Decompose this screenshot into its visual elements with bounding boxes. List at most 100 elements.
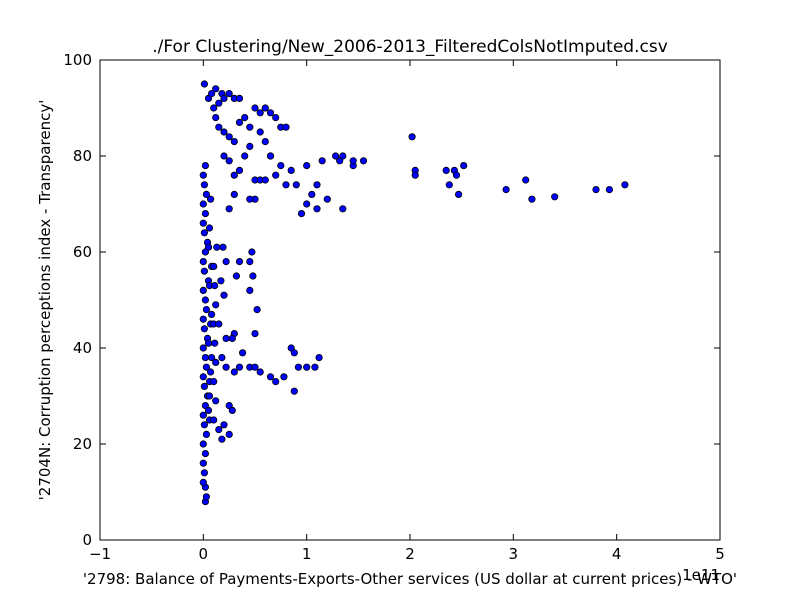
data-point <box>199 200 207 208</box>
data-point <box>202 305 210 314</box>
data-point <box>290 349 298 357</box>
data-point <box>212 358 220 366</box>
data-point <box>445 181 453 189</box>
x-tick-label: 4 <box>612 545 622 563</box>
data-point <box>261 176 269 184</box>
data-point <box>228 334 236 342</box>
data-point <box>215 99 223 107</box>
data-point <box>215 123 223 131</box>
data-point <box>200 229 208 237</box>
data-point <box>199 478 207 486</box>
data-point <box>235 166 244 174</box>
data-point <box>339 205 347 213</box>
data-point <box>605 186 614 194</box>
data-point <box>282 123 290 131</box>
data-point <box>199 171 207 179</box>
data-point <box>222 363 230 371</box>
data-point <box>359 157 368 165</box>
data-point <box>225 157 233 165</box>
x-tick-label: 2 <box>405 545 415 563</box>
x-ticks: −1 0 1 2 3 4 5 <box>89 60 725 563</box>
data-point <box>239 349 247 357</box>
data-point <box>220 291 228 299</box>
data-point <box>235 94 244 103</box>
data-point <box>204 406 213 414</box>
data-point <box>235 257 244 266</box>
data-point <box>303 363 311 371</box>
data-point <box>251 363 259 371</box>
data-point <box>235 118 244 127</box>
x-axis-label: '2798: Balance of Payments-Exports-Other… <box>83 570 737 588</box>
x-tick-label: 0 <box>199 545 209 563</box>
data-point <box>199 440 207 448</box>
y-axis-label: '2704N: Corruption perceptions index - T… <box>36 100 54 501</box>
data-point <box>311 363 319 371</box>
data-point <box>232 272 240 280</box>
data-point <box>230 171 238 179</box>
data-point <box>230 138 238 146</box>
data-point <box>318 157 326 165</box>
y-tick-label: 40 <box>73 339 92 357</box>
data-point <box>228 406 236 414</box>
data-point <box>592 186 600 194</box>
data-point <box>210 104 218 112</box>
data-point <box>280 373 288 381</box>
data-point <box>408 133 416 141</box>
y-tick-label: 80 <box>73 147 92 165</box>
x-tick-label: 3 <box>509 545 519 563</box>
data-point <box>210 262 218 270</box>
data-point <box>460 162 468 170</box>
data-point <box>249 272 257 280</box>
data-point <box>202 190 210 198</box>
data-point <box>266 152 275 160</box>
data-point <box>313 181 321 189</box>
data-point <box>210 377 218 386</box>
data-point <box>208 90 216 98</box>
data-point <box>199 219 207 227</box>
data-point <box>241 114 249 122</box>
data-point <box>246 142 254 150</box>
data-point <box>220 128 228 136</box>
data-point <box>522 176 530 184</box>
data-point <box>272 377 280 386</box>
data-point <box>308 190 316 198</box>
data-point <box>272 114 280 122</box>
data-point <box>253 305 261 314</box>
data-point <box>442 166 450 174</box>
data-point <box>290 387 298 395</box>
data-point <box>256 128 264 136</box>
data-point <box>215 425 223 434</box>
data-point <box>199 257 207 266</box>
data-point <box>200 421 208 429</box>
data-point <box>202 493 210 501</box>
data-point <box>256 109 264 117</box>
data-point <box>411 171 419 179</box>
y-ticks: 0 20 40 60 80 100 <box>63 51 720 549</box>
data-point <box>202 363 210 371</box>
data-point <box>251 329 259 338</box>
data-point <box>303 200 311 208</box>
data-point <box>303 162 311 170</box>
data-point <box>222 334 230 342</box>
data-point <box>211 339 219 347</box>
data-point <box>225 133 233 141</box>
data-point <box>200 382 208 390</box>
data-point <box>199 344 207 352</box>
data-point <box>339 152 347 160</box>
data-point <box>246 195 254 203</box>
data-point <box>201 353 209 362</box>
data-point <box>201 449 209 458</box>
data-point <box>294 363 302 371</box>
data-point <box>212 114 220 122</box>
data-point <box>331 152 340 160</box>
data-point <box>199 373 207 381</box>
data-point <box>246 286 254 294</box>
y-tick-label: 100 <box>63 51 92 69</box>
data-point <box>208 310 216 318</box>
data-point <box>315 353 323 362</box>
data-point <box>277 162 285 170</box>
data-point <box>251 104 259 112</box>
data-point <box>208 353 216 362</box>
data-point <box>230 190 238 198</box>
